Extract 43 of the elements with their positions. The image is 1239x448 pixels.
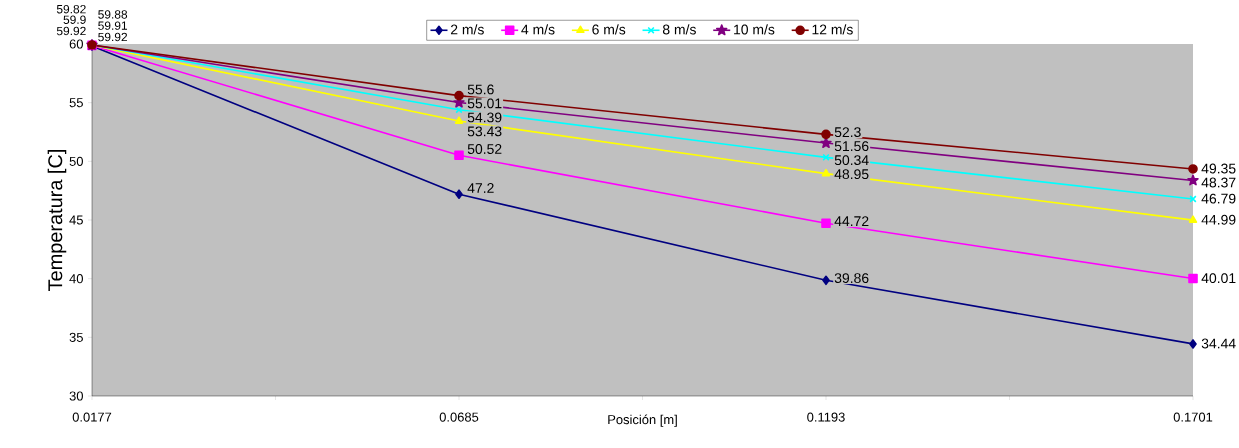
x-tick-label: 0.1701 bbox=[1173, 412, 1213, 422]
data-label: 55.6 bbox=[467, 84, 494, 95]
y-axis-title: Temperatura [C] bbox=[47, 150, 67, 291]
legend-label: 6 m/s bbox=[592, 24, 626, 35]
data-label: 59.9 bbox=[63, 15, 86, 24]
y-tick-label: 55 bbox=[69, 98, 83, 108]
data-label: 50.52 bbox=[467, 144, 502, 154]
data-label: 48.95 bbox=[834, 169, 869, 180]
y-tick-label: 40 bbox=[69, 274, 83, 284]
data-label: 51.56 bbox=[834, 141, 869, 152]
data-label: 40.01 bbox=[1201, 273, 1236, 284]
legend-label: 4 m/s bbox=[521, 24, 555, 35]
x-axis-title: Posición [m] bbox=[608, 414, 677, 427]
y-tick-label: 45 bbox=[69, 215, 83, 225]
data-label: 44.99 bbox=[1201, 214, 1236, 225]
data-label: 44.72 bbox=[834, 216, 869, 226]
data-label: 49.35 bbox=[1201, 163, 1236, 174]
x-tick-label: 0.1193 bbox=[807, 412, 845, 422]
legend-label: 10 m/s bbox=[734, 24, 775, 35]
data-label: 54.39 bbox=[467, 112, 502, 123]
legend-label: 2 m/s bbox=[450, 24, 484, 35]
data-label: 59.92 bbox=[56, 26, 86, 36]
data-label: 48.37 bbox=[1201, 177, 1236, 188]
data-label: 50.34 bbox=[834, 155, 869, 166]
y-tick-label: 35 bbox=[69, 332, 83, 342]
legend-label: 12 m/s bbox=[812, 24, 853, 35]
y-tick-label: 30 bbox=[69, 391, 83, 401]
data-label: 59.88 bbox=[98, 10, 128, 19]
x-tick-label: 0.0177 bbox=[72, 412, 112, 422]
x-tick-label: 0.0685 bbox=[439, 412, 479, 422]
data-label: 46.79 bbox=[1201, 193, 1236, 204]
data-label: 53.43 bbox=[467, 126, 502, 137]
y-tick-label: 60 bbox=[69, 39, 83, 49]
y-tick-label: 50 bbox=[69, 156, 83, 166]
data-label: 59.92 bbox=[98, 32, 128, 42]
data-label: 59.82 bbox=[56, 4, 86, 14]
data-label: 52.3 bbox=[834, 127, 861, 138]
legend-label: 8 m/s bbox=[662, 24, 696, 35]
data-label: 34.44 bbox=[1201, 338, 1236, 349]
data-label: 39.86 bbox=[834, 273, 869, 284]
data-label: 47.2 bbox=[467, 183, 494, 193]
data-label: 55.01 bbox=[467, 98, 502, 109]
data-label: 59.91 bbox=[98, 21, 128, 30]
